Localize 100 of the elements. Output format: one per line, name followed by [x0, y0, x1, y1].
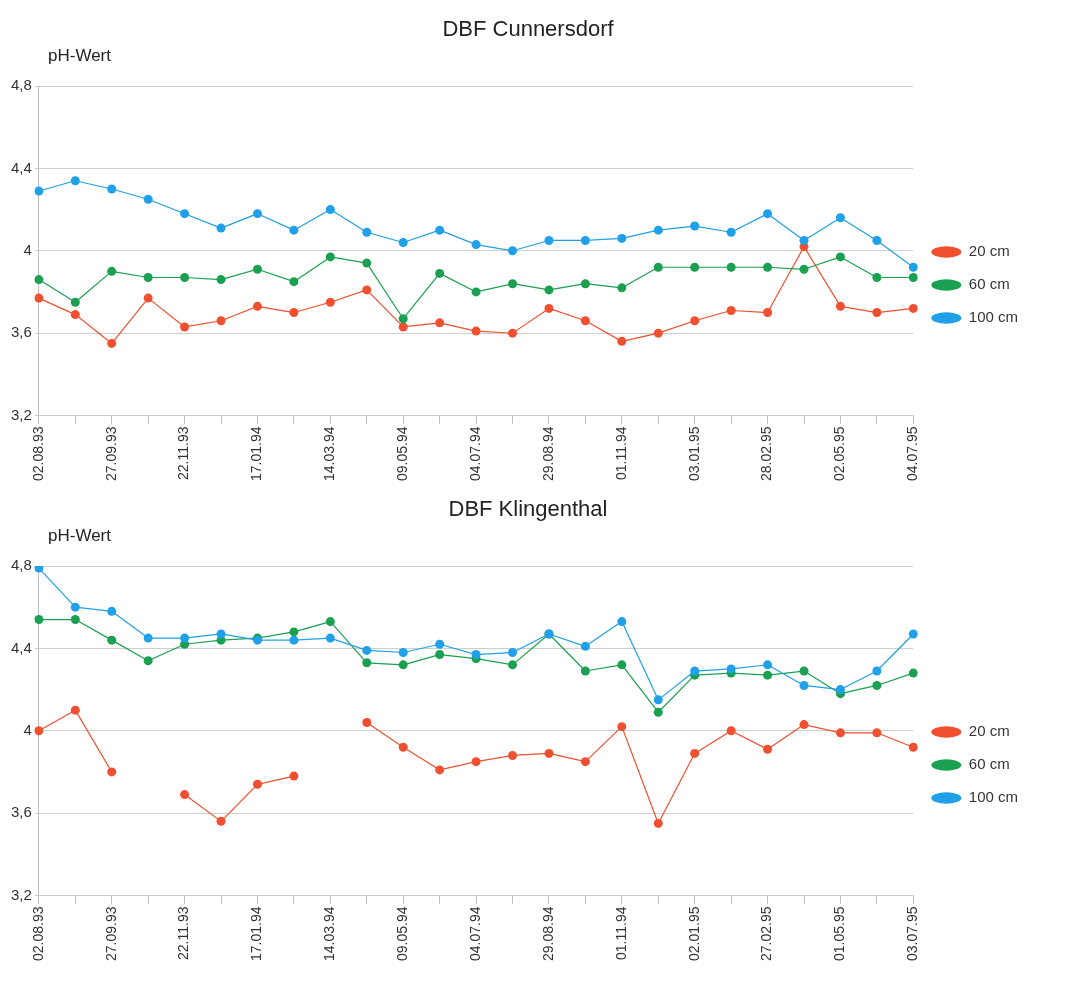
point [34, 275, 44, 285]
point [216, 629, 226, 639]
point [325, 297, 335, 307]
x-tick-label: 04.07.95 [904, 426, 921, 481]
x-tick-label: 28.02.95 [758, 426, 775, 481]
point [544, 235, 554, 245]
point [34, 615, 44, 625]
y-axis-title: pH-Wert [48, 526, 111, 546]
point [544, 748, 554, 758]
point [325, 252, 335, 262]
y-tick-label: 4 [23, 240, 32, 258]
legend-label: 60 cm [968, 755, 1010, 773]
point [180, 273, 190, 283]
point [726, 227, 736, 237]
point [362, 258, 372, 268]
point [580, 757, 590, 767]
point [835, 301, 845, 311]
point [216, 275, 226, 285]
legend-label: 100 cm [968, 788, 1019, 806]
legend-label: 20 cm [968, 242, 1010, 260]
x-tick-label: 22.11.93 [175, 426, 192, 480]
point [690, 316, 700, 326]
point [908, 273, 918, 283]
x-tick-label: 03.01.95 [685, 426, 702, 481]
x-tick-label: 14.03.94 [321, 906, 338, 961]
x-tick-label: 01.11.94 [612, 426, 629, 480]
point [398, 742, 408, 752]
x-tick-label: 27.02.95 [758, 906, 775, 961]
point [508, 750, 518, 760]
chart-title: DBF Cunnersdorf [441, 16, 615, 42]
y-tick-label: 3,6 [10, 803, 32, 821]
x-tick-label: 17.01.94 [248, 906, 265, 961]
point [653, 262, 663, 272]
point [252, 779, 262, 789]
point [799, 235, 809, 245]
y-tick-label: 4 [23, 720, 32, 738]
x-tick-label: 14.03.94 [321, 426, 338, 481]
point [289, 308, 299, 318]
point [34, 566, 44, 573]
point [435, 639, 445, 649]
point [107, 635, 117, 645]
point [653, 707, 663, 717]
point [617, 336, 627, 346]
x-tick-label: 29.08.94 [539, 426, 556, 481]
point [216, 816, 226, 826]
x-tick-label: 17.01.94 [248, 426, 265, 481]
point [763, 209, 773, 219]
x-tick-label: 09.05.94 [394, 426, 411, 481]
point [763, 744, 773, 754]
point [289, 627, 299, 637]
point [872, 666, 882, 676]
x-tick-label: 02.08.93 [29, 906, 46, 961]
point [544, 303, 554, 313]
y-tick-label: 3,2 [10, 405, 32, 423]
point [690, 262, 700, 272]
point [617, 233, 627, 243]
point [362, 658, 372, 668]
point [107, 184, 117, 194]
y-tick-label: 4,8 [10, 76, 32, 94]
point [435, 765, 445, 775]
point [143, 273, 153, 283]
point [289, 225, 299, 235]
x-tick-label: 02.08.93 [29, 426, 46, 481]
point [252, 209, 262, 219]
point [580, 235, 590, 245]
point [617, 283, 627, 293]
point [872, 235, 882, 245]
point [34, 293, 44, 303]
point [617, 722, 627, 732]
point [107, 767, 117, 777]
point [508, 279, 518, 289]
point [252, 301, 262, 311]
point [690, 748, 700, 758]
y-tick-label: 4,8 [10, 556, 32, 574]
point [325, 617, 335, 627]
point [508, 648, 518, 657]
point [799, 264, 809, 274]
point [398, 660, 408, 670]
point [908, 742, 918, 752]
point [398, 322, 408, 332]
x-tick-label: 09.05.94 [394, 906, 411, 961]
point [908, 303, 918, 313]
point [362, 285, 372, 295]
point [726, 664, 736, 674]
x-tick-label: 01.05.95 [831, 906, 848, 961]
point [398, 238, 408, 248]
y-axis-title: pH-Wert [48, 46, 111, 66]
x-tick-label: 22.11.93 [175, 906, 192, 960]
point [690, 666, 700, 676]
x-tick-label: 27.09.93 [102, 906, 119, 961]
point [70, 310, 80, 320]
x-tick-label: 29.08.94 [539, 906, 556, 961]
point [799, 666, 809, 676]
point [435, 318, 445, 328]
x-tick-label: 02.05.95 [831, 426, 848, 481]
point [471, 240, 481, 250]
point [180, 790, 190, 800]
x-tick-label: 27.09.93 [102, 426, 119, 481]
point [872, 728, 882, 738]
point [835, 685, 845, 695]
